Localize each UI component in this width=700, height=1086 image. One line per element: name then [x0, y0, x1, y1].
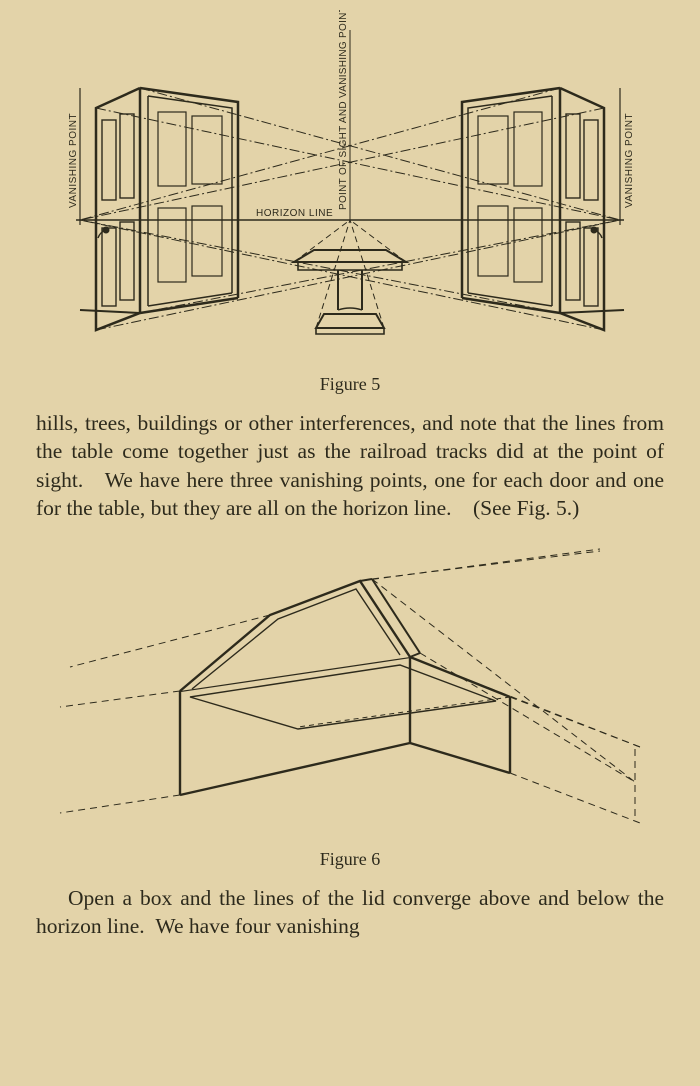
figure-6-caption: Figure 6 [36, 849, 664, 870]
vp-right-label: VANISHING POINT [624, 113, 635, 208]
horizon-line-label: HORIZON LINE [256, 208, 333, 219]
figure-5-caption: Figure 5 [36, 374, 664, 395]
center-vp-label: POINT OF SIGHT AND VANISHING POINT [338, 10, 349, 210]
body-paragraph-2: Open a box and the lines of the lid conv… [36, 884, 664, 941]
figure-5-svg: HORIZON LINE VANISHING POINT VANISHING P… [40, 10, 660, 370]
body-paragraph-1: hills, trees, buildings or other interfe… [36, 409, 664, 523]
vp-left-label: VANISHING POINT [68, 113, 79, 208]
figure-5: HORIZON LINE VANISHING POINT VANISHING P… [36, 10, 664, 395]
figure-6-svg [40, 537, 660, 847]
figure-6: Figure 6 [36, 537, 664, 870]
